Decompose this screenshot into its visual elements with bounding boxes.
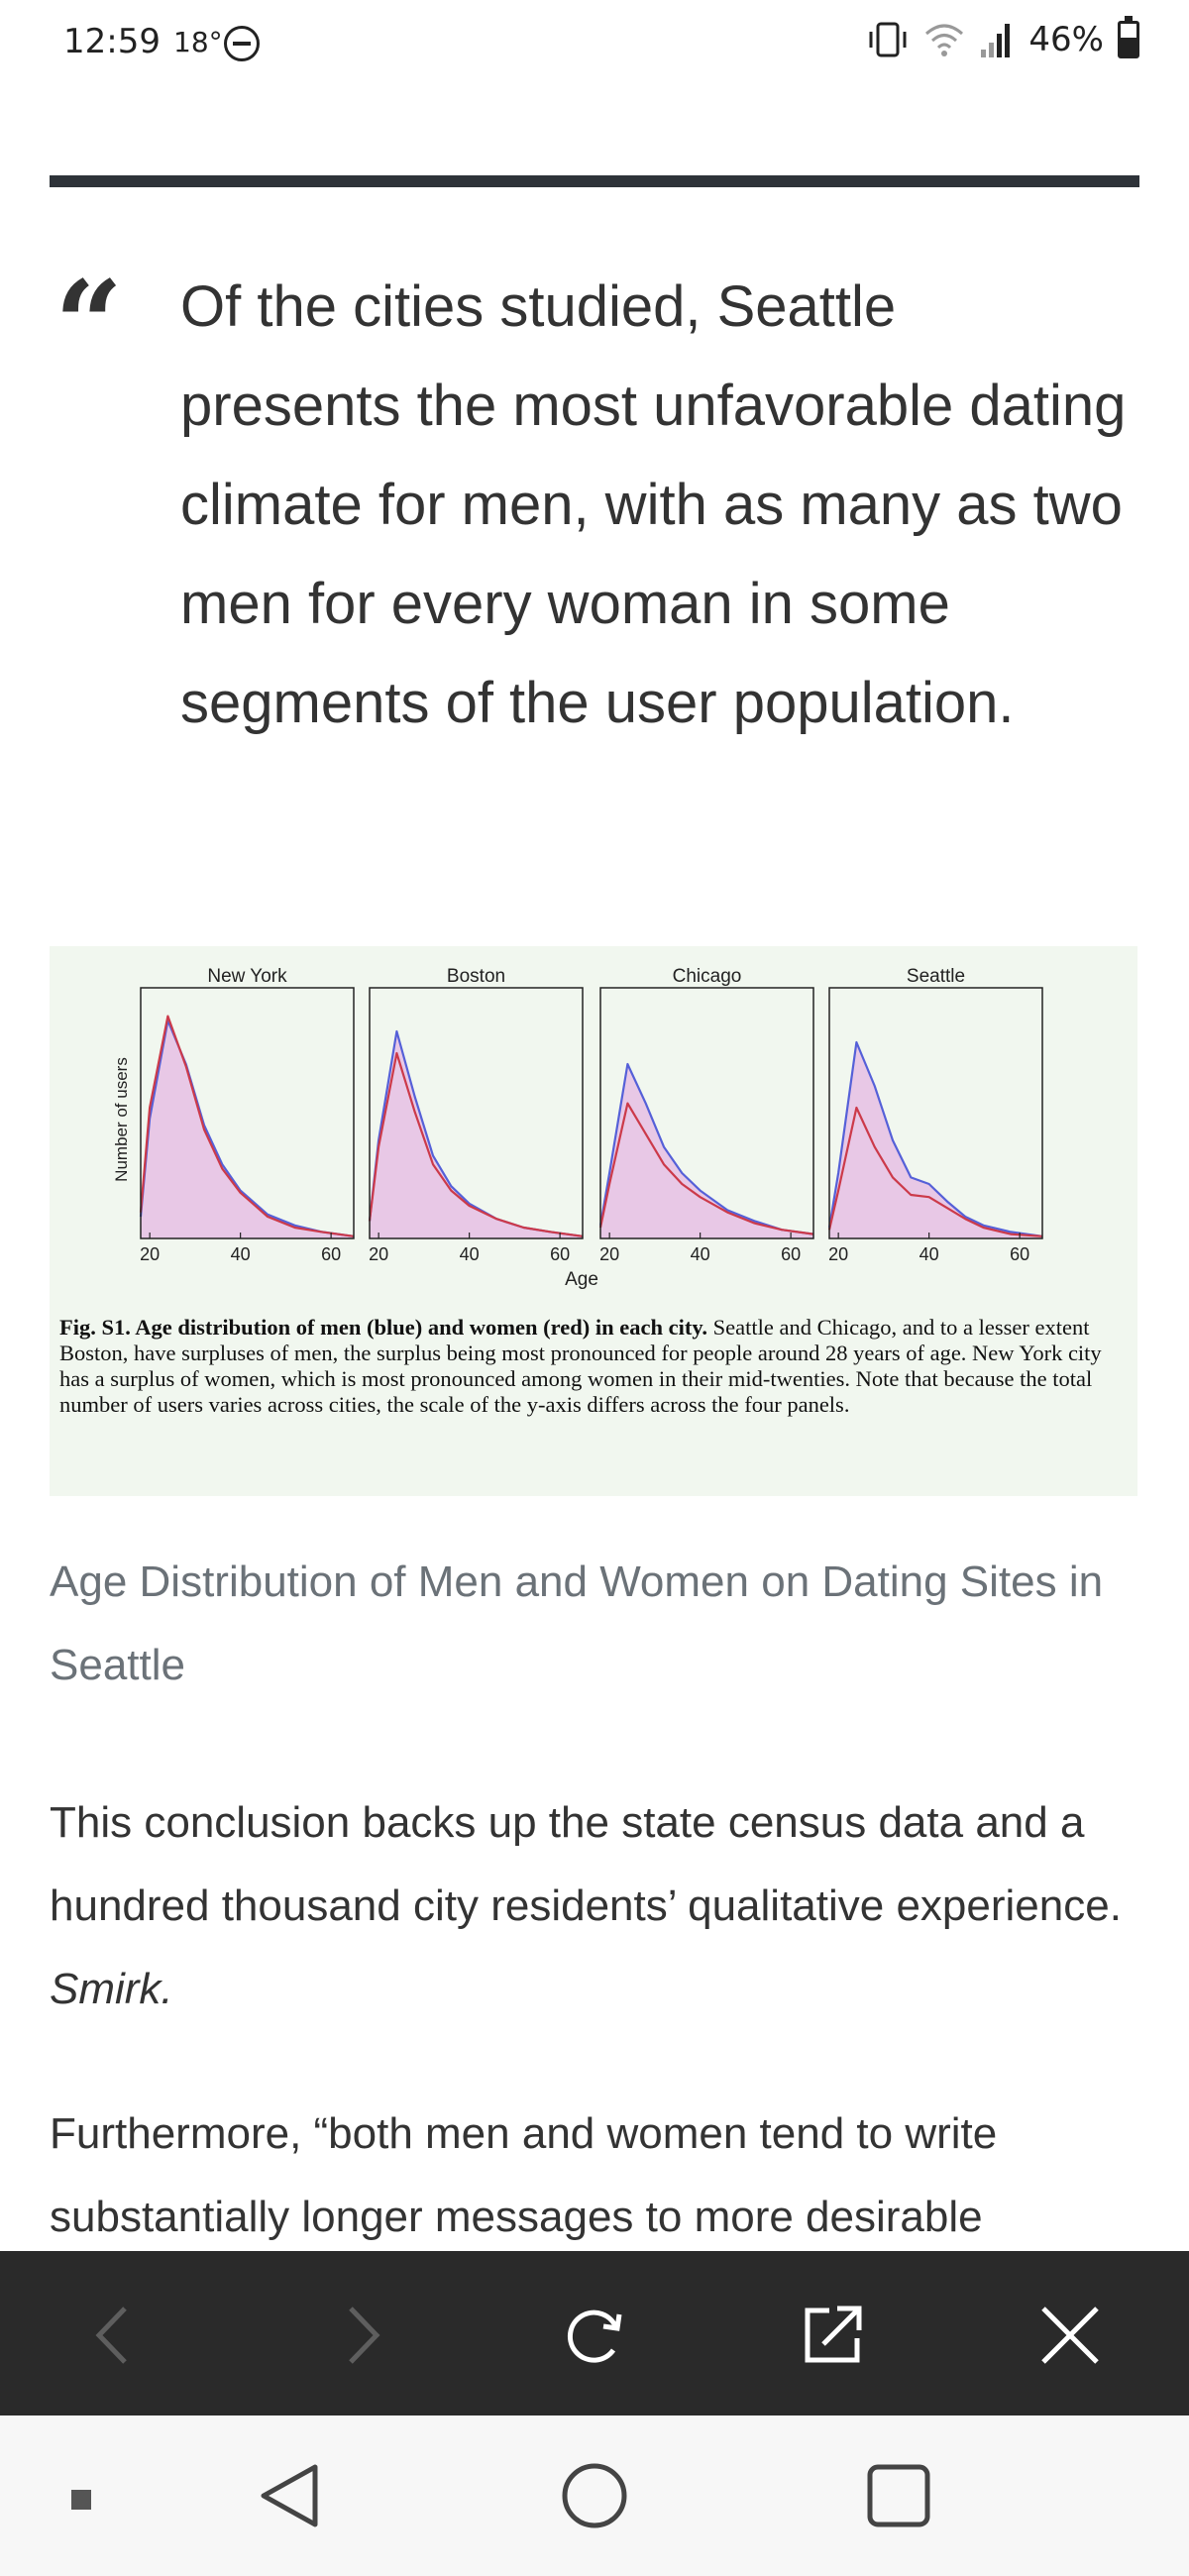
figure-caption-bold: Fig. S1. Age distribution of men (blue) … <box>59 1315 707 1340</box>
panel-frame <box>828 987 1043 1239</box>
open-external-icon <box>805 2306 862 2363</box>
chevron-left-icon <box>95 2307 127 2364</box>
pull-quote: Of the cities studied, Seattle presents … <box>180 274 1127 735</box>
x-tick-label: 60 <box>1010 1244 1029 1264</box>
nav-back-button[interactable] <box>246 2451 335 2540</box>
figure-caption: Fig. S1. Age distribution of men (blue) … <box>59 1315 1132 1418</box>
close-icon <box>1041 2307 1099 2364</box>
x-tick-label: 60 <box>321 1244 341 1264</box>
paragraph: This conclusion backs up the state censu… <box>50 1781 1159 2031</box>
series-line-women <box>598 1102 814 1235</box>
distribution-fill <box>370 1031 583 1238</box>
nav-indicator-icon <box>71 2490 91 2510</box>
close-button[interactable] <box>1026 2291 1115 2380</box>
square-recents-icon <box>867 2464 930 2527</box>
x-tick-label: 60 <box>781 1244 801 1264</box>
series-line-women <box>368 1051 584 1237</box>
reload-icon <box>567 2309 622 2363</box>
distribution-fill <box>829 1042 1042 1238</box>
age-distribution-chart: Number of users New York 20 40 60 Boston 20 40 6… <box>112 966 1043 1290</box>
panel-frame <box>369 987 584 1239</box>
do-not-disturb-icon <box>224 26 260 61</box>
open-external-button[interactable] <box>788 2291 877 2380</box>
nav-home-button[interactable] <box>550 2451 639 2540</box>
nav-recents-button[interactable] <box>854 2451 943 2540</box>
x-axis-label: Age <box>565 1269 598 1290</box>
reload-button[interactable] <box>550 2291 639 2380</box>
paragraph: Furthermore, “both men and women tend to… <box>50 2109 998 2241</box>
panel-frame <box>140 987 355 1239</box>
x-tick-label: 40 <box>691 1244 710 1264</box>
panel-title: Seattle <box>907 966 965 987</box>
distribution-fill <box>141 1020 354 1238</box>
panel-title: Chicago <box>673 966 742 987</box>
android-nav-bar <box>0 2415 1189 2576</box>
vibrate-icon <box>869 22 907 57</box>
status-bar: 12:59 18° 46% <box>0 0 1189 89</box>
series-line-women <box>139 1015 355 1237</box>
series-line-men <box>598 1062 814 1235</box>
paragraph-italic: Smirk. <box>50 1965 173 2013</box>
signal-icon <box>981 24 1011 57</box>
status-temperature: 18° <box>173 26 223 58</box>
x-tick-label: 40 <box>919 1244 939 1264</box>
back-button[interactable] <box>69 2291 159 2380</box>
x-tick-label: 20 <box>140 1244 160 1264</box>
x-tick-label: 60 <box>550 1244 570 1264</box>
series-line-women <box>827 1106 1043 1237</box>
status-time: 12:59 <box>63 22 161 61</box>
chevron-right-icon <box>349 2307 380 2364</box>
panel-title: New York <box>207 966 287 987</box>
x-tick-label: 40 <box>460 1244 480 1264</box>
battery-icon <box>1118 16 1139 58</box>
series-line-men <box>827 1040 1043 1237</box>
panel-frame <box>599 987 814 1239</box>
figure-caption-text: Seattle and Chicago, and to a lesser ext… <box>59 1315 1102 1417</box>
x-tick-label: 20 <box>369 1244 388 1264</box>
y-axis-label: Number of users <box>112 1057 131 1182</box>
panel-title: Boston <box>447 966 505 987</box>
circle-home-icon <box>562 2463 627 2528</box>
wifi-icon <box>925 24 964 56</box>
battery-percentage: 46% <box>1028 20 1104 59</box>
figure: Number of users New York 20 40 60 Boston 20 40 6… <box>50 946 1137 1496</box>
x-tick-label: 20 <box>828 1244 848 1264</box>
figure-title: Age Distribution of Men and Women on Dat… <box>50 1557 1104 1689</box>
paragraph-text: This conclusion backs up the state censu… <box>50 1798 1122 1930</box>
x-tick-label: 40 <box>231 1244 251 1264</box>
quote-mark-icon: “ <box>54 255 124 394</box>
series-line-men <box>139 1019 355 1237</box>
forward-button[interactable] <box>317 2291 406 2380</box>
status-icons: 46% <box>866 16 1139 59</box>
x-tick-label: 20 <box>599 1244 619 1264</box>
browser-toolbar <box>0 2251 1189 2415</box>
divider <box>50 175 1139 187</box>
triangle-back-icon <box>261 2464 318 2527</box>
distribution-fill <box>600 1064 813 1238</box>
